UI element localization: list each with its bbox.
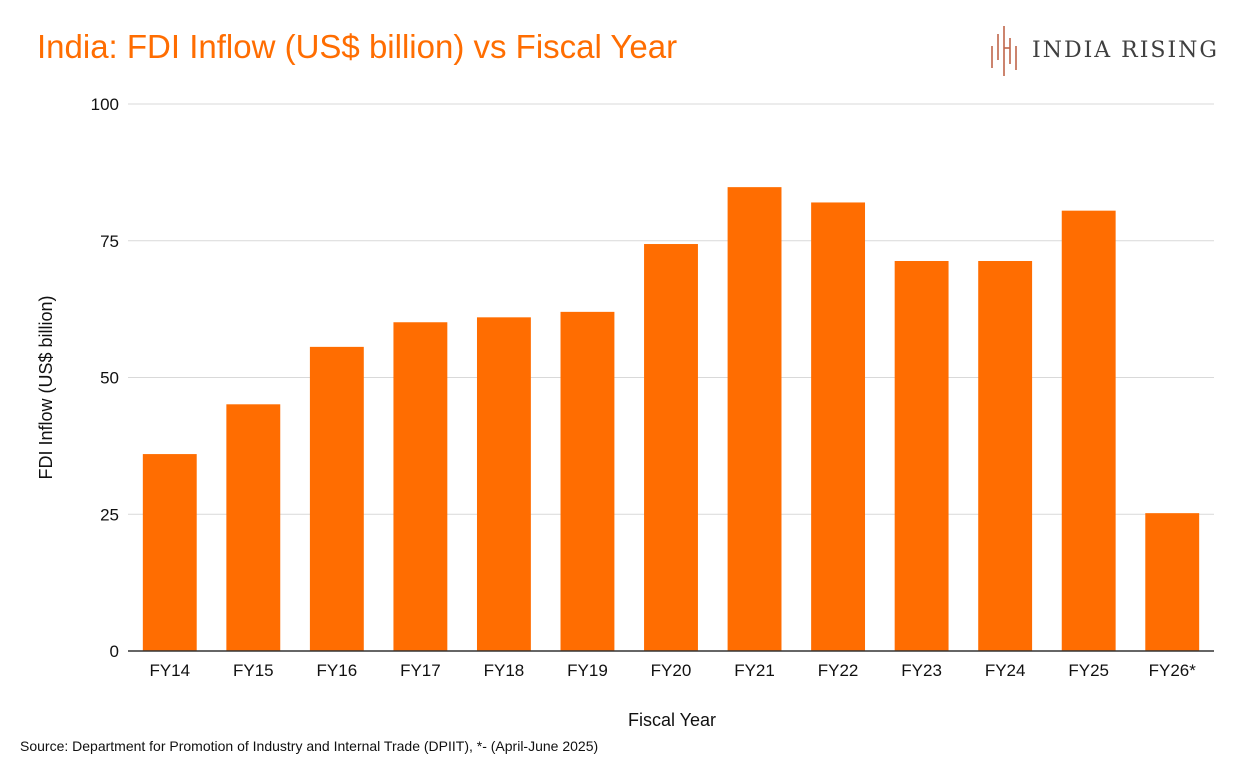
bar <box>476 317 531 651</box>
y-tick-label: 100 <box>91 95 119 114</box>
x-tick-label: FY16 <box>317 661 358 680</box>
x-tick-label: FY17 <box>400 661 441 680</box>
bar <box>978 260 1033 651</box>
y-tick-label: 50 <box>100 369 119 388</box>
x-tick-label: FY25 <box>1068 661 1109 680</box>
chart-title: India: FDI Inflow (US$ billion) vs Fisca… <box>37 28 678 65</box>
x-tick-label: FY19 <box>567 661 608 680</box>
y-tick-label: 75 <box>100 232 119 251</box>
brand-name: INDIA RISING <box>1032 38 1219 63</box>
y-axis-title: FDI Inflow (US$ billion) <box>36 295 56 479</box>
brand-logo: INDIA RISING <box>989 24 1229 80</box>
bar <box>1145 513 1200 651</box>
x-tick-label: FY18 <box>484 661 525 680</box>
x-tick-label: FY24 <box>985 661 1026 680</box>
bar <box>226 404 281 651</box>
bar <box>393 322 448 651</box>
x-tick-label: FY21 <box>734 661 775 680</box>
bar <box>142 454 197 651</box>
bar <box>727 187 782 652</box>
x-tick-label: FY15 <box>233 661 274 680</box>
source-note: Source: Department for Promotion of Indu… <box>20 738 599 754</box>
bar <box>894 260 949 651</box>
y-tick-label: 25 <box>100 505 119 524</box>
bar <box>644 244 698 652</box>
y-tick-label: 0 <box>110 642 119 661</box>
bar <box>560 311 615 651</box>
x-tick-label: FY22 <box>818 661 859 680</box>
bar <box>1061 210 1116 652</box>
bar <box>309 346 364 651</box>
x-tick-label: FY20 <box>651 661 692 680</box>
x-axis-title: Fiscal Year <box>628 710 716 730</box>
india-rising-logo-icon <box>991 26 1017 76</box>
x-tick-label: FY14 <box>149 661 190 680</box>
x-tick-label: FY26* <box>1149 661 1197 680</box>
bar <box>811 202 866 651</box>
x-tick-label: FY23 <box>901 661 942 680</box>
